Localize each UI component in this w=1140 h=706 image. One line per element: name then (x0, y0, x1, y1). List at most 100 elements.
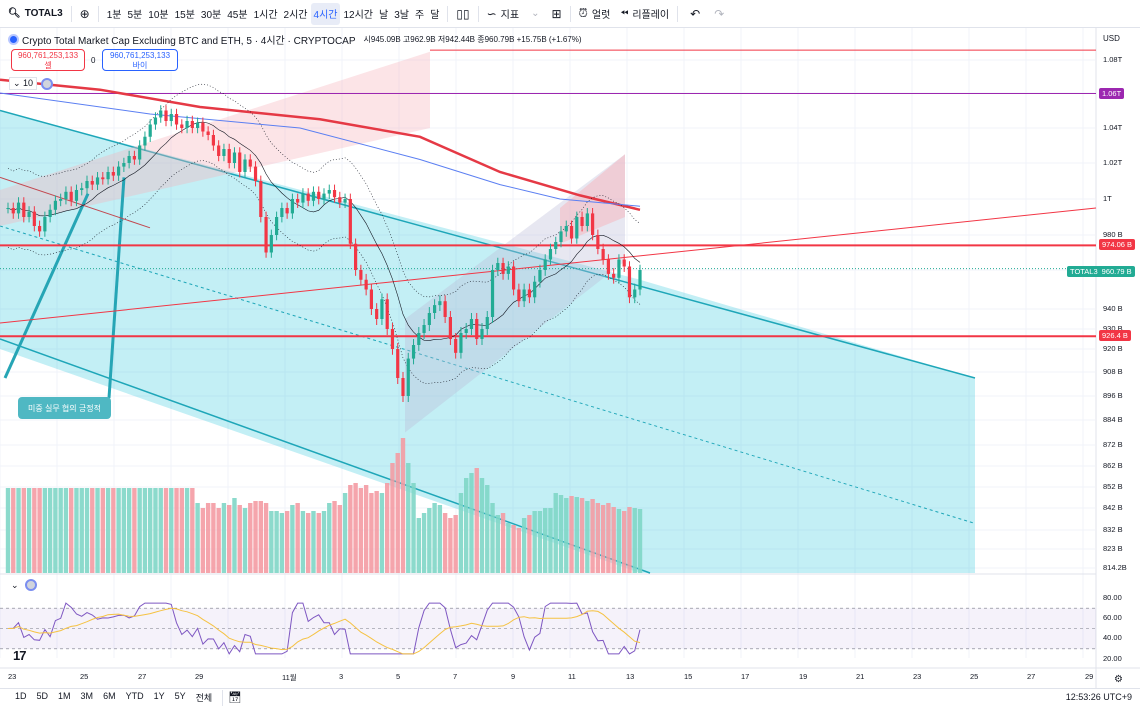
clock[interactable]: 12:53:26 UTC+9 (1065, 692, 1132, 702)
candle-body (538, 270, 542, 282)
replay-button[interactable]: ⏪︎ 리플레이 (617, 3, 672, 25)
date-axis-label: 19 (799, 672, 808, 681)
date-axis-label: 11 (568, 672, 576, 681)
candle-body (375, 309, 379, 319)
volume-bar (211, 503, 216, 573)
range-button[interactable]: 5Y (174, 691, 186, 701)
volume-bar (16, 488, 21, 573)
interval-button[interactable]: 10분 (148, 10, 169, 21)
interval-button[interactable]: 1시간 (253, 10, 278, 21)
candle-body (354, 243, 358, 270)
volume-bar (537, 511, 543, 573)
candle-body (132, 156, 136, 160)
candle-body (338, 197, 342, 203)
indicator-toggle[interactable]: ⌄ 10 (9, 77, 54, 90)
symbol-search-button[interactable]: 🔍︎ TOTAL3 (0, 3, 66, 25)
chart-legend: Crypto Total Market Cap Excluding BTC an… (8, 32, 582, 47)
indicators-button[interactable]: ∽ 지표 (484, 3, 522, 25)
redo-icon[interactable]: ↷ (714, 6, 725, 21)
indicators-label: 지표 (500, 10, 520, 21)
volume-bar (543, 508, 548, 573)
interval-button[interactable]: 주 (414, 10, 425, 21)
interval-button[interactable]: 1분 (106, 10, 122, 21)
candle-body (264, 217, 268, 253)
interval-button[interactable]: 4시간 (310, 2, 341, 25)
candle-body (369, 289, 373, 309)
interval-button[interactable]: 30분 (200, 10, 222, 21)
chevron-down-icon[interactable]: ⌄ (11, 579, 19, 590)
price-chart[interactable] (0, 28, 1140, 688)
tradingview-logo[interactable]: 17 (13, 648, 27, 663)
volume-bar (327, 503, 332, 573)
interval-button[interactable]: 날 (379, 10, 389, 21)
range-button[interactable]: YTD (125, 691, 144, 701)
currency-selector[interactable]: USD (1103, 34, 1120, 43)
volume-bar (332, 501, 337, 573)
date-range-calendar-icon[interactable]: 📅︎ (228, 692, 243, 704)
chart-annotation[interactable]: 미중 실무 협의 긍정적 (18, 397, 111, 419)
candle-body (469, 319, 474, 329)
date-axis-label: 29 (195, 672, 204, 681)
volume-bar (237, 505, 242, 573)
volume-bar (174, 488, 179, 573)
indicators-icon: ∽ (486, 6, 497, 21)
candle-body (190, 121, 194, 128)
descending-channel-fill (0, 110, 975, 573)
interval-button[interactable]: 2시간 (283, 10, 308, 21)
volume-bar (26, 488, 32, 573)
candle-body (564, 226, 568, 232)
toolbar-divider (222, 689, 224, 706)
volume-bar (342, 493, 348, 573)
volume-bar (142, 488, 148, 573)
interval-button[interactable]: 3날 (394, 10, 409, 21)
volume-bar (316, 513, 321, 573)
volume-bar (611, 507, 616, 573)
range-button[interactable]: 5D (36, 691, 49, 701)
date-axis-label: 5 (396, 672, 401, 681)
candle-body (427, 313, 431, 325)
range-button[interactable]: 1M (58, 691, 71, 701)
trend-line (0, 176, 151, 229)
volume-bar (5, 488, 11, 573)
range-button[interactable]: 전체 (195, 693, 213, 703)
volume-bar (111, 488, 116, 573)
volume-bar (195, 503, 200, 573)
volume-bar (153, 488, 158, 573)
interval-button[interactable]: 45분 (227, 10, 248, 21)
price-axis-label: 1.08T (1103, 55, 1123, 64)
chevron-down-icon[interactable]: ⌄ (531, 8, 540, 19)
candle-body (627, 266, 632, 298)
compare-add-icon[interactable]: ⊕ (79, 6, 90, 21)
volume-bar (479, 478, 485, 573)
interval-button[interactable]: 5분 (127, 10, 143, 21)
date-axis-label: 23 (8, 672, 17, 681)
candles-icon[interactable]: ▯▯ (456, 6, 470, 21)
layouts-grid-icon[interactable]: ⊞ (551, 6, 562, 21)
gear-icon[interactable]: ⚙︎ (1114, 674, 1123, 685)
buy-button[interactable]: 960,761,253,133 바이 (102, 49, 178, 71)
range-button[interactable]: 1Y (153, 691, 165, 701)
candle-body (201, 122, 205, 132)
candle-body (380, 299, 384, 319)
undo-icon[interactable]: ↶ (690, 6, 701, 21)
volume-bar (421, 513, 427, 573)
candle-body (43, 217, 47, 232)
volume-bar (500, 513, 506, 573)
volume-bar (600, 505, 606, 573)
volume-bar (279, 513, 285, 573)
rsi-axis-label: 20.00 (1103, 654, 1122, 663)
candle-body (11, 208, 15, 214)
range-button[interactable]: 3M (80, 691, 94, 701)
volume-bar (358, 488, 364, 573)
range-button[interactable]: 1D (15, 691, 27, 701)
interval-button[interactable]: 15분 (174, 10, 195, 21)
interval-button[interactable]: 12시간 (343, 10, 374, 21)
alert-button[interactable]: ⏰︎ 얼럿 (576, 3, 614, 25)
date-axis-label: 23 (913, 672, 922, 681)
sell-button[interactable]: 960,761,253,133 셀 (11, 49, 85, 71)
candle-body (180, 124, 184, 128)
interval-button[interactable]: 달 (430, 10, 440, 21)
candle-body (622, 259, 626, 267)
range-button[interactable]: 6M (103, 691, 116, 701)
volume-bar (616, 509, 622, 573)
